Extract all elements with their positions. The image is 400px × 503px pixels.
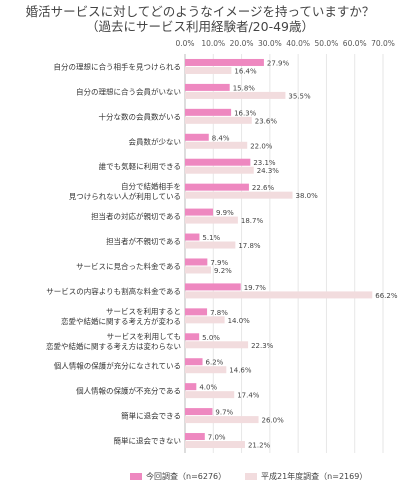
- category-label: 自分の理想に合う相手を見つけられる: [54, 61, 182, 71]
- data-label-h21: 22.0%: [250, 142, 273, 150]
- data-label-h21: 21.2%: [248, 442, 271, 450]
- bar-current: [185, 233, 200, 241]
- bar-h21: [185, 216, 238, 224]
- bar-current: [185, 383, 197, 391]
- bar-current: [185, 308, 208, 316]
- x-tick-label: 70.0%: [371, 39, 395, 48]
- bar-current: [185, 333, 200, 341]
- x-tick-label: 0.0%: [175, 39, 194, 48]
- category-label: 恋愛や結婚に関する考え方は変わらない: [46, 341, 181, 351]
- data-label-current: 6.2%: [206, 359, 224, 367]
- category-label: 誰でも気軽に利用できる: [99, 161, 181, 171]
- bar-h21: [185, 441, 245, 449]
- category-label: 担当者が不親切である: [106, 236, 181, 246]
- data-label-current: 7.9%: [210, 259, 228, 267]
- bar-current: [185, 158, 251, 166]
- data-label-h21: 26.0%: [262, 417, 285, 425]
- data-label-h21: 22.3%: [251, 342, 274, 350]
- bar-h21: [185, 266, 212, 274]
- category-label: 簡単に退会できる: [121, 411, 181, 421]
- data-label-current: 7.8%: [210, 309, 228, 317]
- category-label: サービスに見合った料金である: [76, 261, 181, 271]
- chart-title: 婚活サービスに対してどのようなイメージを持っていますか？: [25, 4, 375, 19]
- chart-subtitle: （過去にサービス利用経験者/20-49歳）: [85, 19, 315, 34]
- data-label-current: 23.1%: [253, 159, 276, 167]
- legend-label-current: 今回調査（n=6276）: [146, 471, 226, 481]
- data-label-h21: 66.2%: [375, 292, 398, 300]
- data-label-current: 22.6%: [252, 184, 275, 192]
- category-label: 見つけられない人が利用している: [69, 191, 181, 201]
- x-tick-label: 30.0%: [258, 39, 282, 48]
- bar-current: [185, 208, 214, 216]
- data-label-h21: 14.6%: [229, 367, 252, 375]
- data-label-h21: 17.8%: [238, 242, 261, 250]
- bar-h21: [185, 91, 286, 99]
- category-label: 個人情報の保護が充分になされている: [54, 361, 181, 371]
- x-tick-label: 40.0%: [286, 39, 310, 48]
- chart-title-block: 婚活サービスに対してどのようなイメージを持っていますか？ （過去にサービス利用経…: [0, 4, 400, 34]
- data-label-h21: 17.4%: [237, 392, 260, 400]
- bar-current: [185, 83, 230, 91]
- data-label-current: 16.3%: [234, 109, 257, 117]
- bar-current: [185, 358, 203, 366]
- category-label: 自分の理想に合う会員がいない: [76, 86, 181, 96]
- data-label-current: 19.7%: [244, 284, 267, 292]
- category-label: 個人情報の保護が不充分である: [76, 386, 181, 396]
- x-tick-label: 20.0%: [230, 39, 254, 48]
- bar-h21: [185, 66, 232, 74]
- data-label-current: 4.0%: [199, 384, 217, 392]
- bar-current: [185, 283, 241, 291]
- category-label: サービスの内容よりも割高な料金である: [46, 286, 181, 296]
- data-label-current: 7.0%: [208, 434, 226, 442]
- data-label-h21: 9.2%: [214, 267, 232, 275]
- data-label-current: 8.4%: [212, 134, 230, 142]
- data-label-current: 9.9%: [216, 209, 234, 217]
- bar-h21: [185, 416, 259, 424]
- category-label: 自分で結婚相手を: [121, 181, 181, 191]
- data-label-h21: 18.7%: [241, 217, 264, 225]
- bar-h21: [185, 116, 252, 124]
- category-label: サービスを利用しても: [107, 331, 181, 341]
- bar-current: [185, 408, 213, 416]
- category-label: 簡単に退会できない: [114, 436, 182, 446]
- bar-current: [185, 433, 205, 441]
- bar-h21: [185, 316, 225, 324]
- bar-h21: [185, 241, 236, 249]
- bar-current: [185, 58, 264, 66]
- legend-swatch-h21: [245, 473, 257, 480]
- category-label: 担当者の対応が親切である: [91, 211, 181, 221]
- bar-current: [185, 183, 249, 191]
- bar-current: [185, 258, 208, 266]
- data-label-h21: 35.5%: [288, 92, 311, 100]
- legend-swatch-current: [130, 473, 142, 480]
- bar-h21: [185, 341, 249, 349]
- data-label-current: 27.9%: [267, 59, 290, 67]
- bar-current: [185, 108, 232, 116]
- data-label-h21: 16.4%: [234, 67, 257, 75]
- bar-h21: [185, 141, 248, 149]
- x-tick-label: 50.0%: [315, 39, 339, 48]
- category-label: 十分な数の会員数がいる: [99, 111, 182, 121]
- data-label-h21: 14.0%: [228, 317, 251, 325]
- x-tick-label: 10.0%: [201, 39, 225, 48]
- data-label-current: 9.7%: [215, 409, 233, 417]
- category-label: 恋愛や結婚に関する考え方が変わる: [61, 316, 181, 326]
- data-label-current: 5.0%: [202, 334, 220, 342]
- bar-h21: [185, 391, 235, 399]
- bar-h21: [185, 291, 373, 299]
- category-label: サービスを利用すると: [106, 306, 181, 316]
- bar-h21: [185, 191, 293, 199]
- data-label-current: 5.1%: [202, 234, 220, 242]
- data-label-h21: 23.6%: [255, 117, 278, 125]
- category-label: 会員数が少ない: [129, 136, 182, 146]
- data-label-h21: 38.0%: [295, 192, 318, 200]
- x-tick-label: 60.0%: [343, 39, 367, 48]
- bar-current: [185, 133, 209, 141]
- bar-h21: [185, 366, 227, 374]
- bar-h21: [185, 166, 254, 174]
- legend-label-h21: 平成21年度調査（n=2169）: [261, 471, 367, 481]
- data-label-current: 15.8%: [233, 84, 256, 92]
- data-label-h21: 24.3%: [257, 167, 280, 175]
